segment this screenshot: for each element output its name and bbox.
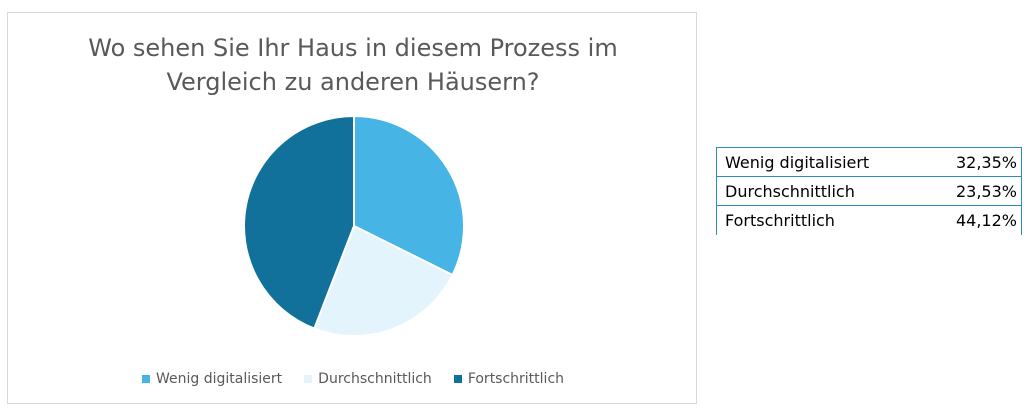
legend-swatch [304,375,313,383]
table-cell-value: 23,53% [924,176,1023,206]
pie-slice-3 [243,114,355,330]
legend-swatch [141,375,150,383]
table-row: Fortschrittlich 44,12% [716,205,1023,235]
pie-slice-2 [312,224,454,337]
chart-title: Wo sehen Sie Ihr Haus in diesem Prozess … [8,31,698,99]
chart-area: Wo sehen Sie Ihr Haus in diesem Prozess … [7,12,697,404]
pie-slice-1 [353,114,465,277]
chart-title-line-2: Vergleich zu anderen Häusern? [166,68,540,96]
table-cell-label: Durchschnittlich [716,176,925,206]
chart-legend: Wenig digitalisiert Durchschnittlich Forts… [8,371,698,387]
chart-title-line-1: Wo sehen Sie Ihr Haus in diesem Prozess … [88,34,618,62]
table-row: Wenig digitalisiert 32,35% [716,147,1023,177]
pie-chart [243,114,465,337]
legend-item: Durchschnittlich [304,371,432,387]
legend-item: Fortschrittlich [453,371,565,387]
table-cell-label: Fortschrittlich [716,205,925,235]
legend-label: Fortschrittlich [467,371,565,387]
data-table: Wenig digitalisiert 32,35% Durchschnittl… [716,147,1023,235]
table-row: Durchschnittlich 23,53% [716,176,1023,206]
table-cell-label: Wenig digitalisiert [716,147,925,177]
legend-item: Wenig digitalisiert [141,371,283,387]
legend-swatch [453,375,462,383]
legend-label: Wenig digitalisiert [155,371,283,387]
table-cell-value: 44,12% [924,205,1023,235]
table-cell-value: 32,35% [924,147,1023,177]
legend-label: Durchschnittlich [318,371,432,387]
